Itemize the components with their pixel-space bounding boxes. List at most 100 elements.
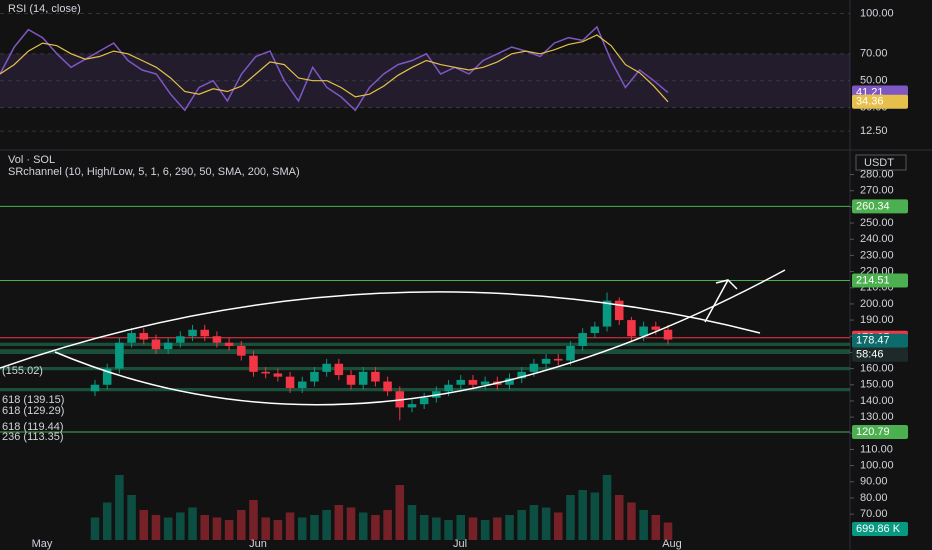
volume-bar [541,507,551,540]
candle-body [590,326,600,334]
volume-bar [529,505,539,540]
candle-body [602,300,612,327]
candle-body [651,326,661,330]
volume-bar [614,495,624,540]
volume-bar [395,485,405,540]
rsi-line [0,25,669,112]
candle-body [444,384,453,392]
level-label: 260.34 [856,200,890,212]
fib-label: 236 (113.35) [2,431,64,443]
volume-last-label: 699.86 K [856,523,901,535]
volume-bar [554,512,563,540]
y-tick-label: 140.00 [860,395,894,407]
volume-bar [322,510,331,540]
rsi-tick-label: 12.50 [860,125,888,137]
sr-zone [0,366,850,371]
candle-body [249,355,258,372]
candle-body [383,381,392,392]
vol-title: Vol · SOL [8,154,55,166]
volume-bar [310,515,319,540]
level-label-box [852,199,908,214]
y-tick-label: 270.00 [860,185,894,197]
channel-lower [54,269,786,406]
volume-bar [419,515,429,540]
volume-bar [151,515,161,540]
volume-bar [237,510,246,540]
candle-body [297,381,307,388]
candle-body [663,329,673,340]
candle-body [176,336,185,343]
rsi-title: RSI (14, close) [8,3,81,15]
candle-body [200,329,209,337]
volume-bar [639,510,648,540]
rsi-last-label-box [852,94,908,109]
candle-body [614,300,624,321]
candle-body [468,379,478,385]
candle-body [188,329,197,337]
volume-bar [602,475,612,540]
level-label-box [852,333,908,348]
y-tick-label: 150.00 [860,379,894,391]
volume-bar [651,515,661,540]
candle-body [480,381,490,385]
candle-body [639,326,648,337]
countdown: 58:46 [856,349,884,361]
volume-bar [334,505,344,540]
sr-zone [0,388,850,392]
volume-bar [517,510,526,540]
fib-label: 618 (119.44) [2,421,64,433]
level-label: 120.79 [856,426,890,438]
level-label: 214.51 [856,274,890,286]
volume-bar [139,510,149,540]
candle-body [224,342,234,346]
plot-layer: 100.0070.0050.0030.0012.5041.2134.36280.… [0,7,908,550]
volume-bar [224,520,234,540]
volume-bar [273,520,283,540]
fib-label: (155.02) [2,365,43,377]
rsi-tick-label: 100.00 [860,7,894,19]
volume-bar [261,517,270,540]
candle-body [127,333,136,343]
candle-body [505,378,514,385]
candle-body [517,371,526,379]
x-tick-label: Aug [662,538,682,550]
rsi-tick-label: 70.00 [860,48,888,60]
volume-bar [407,505,417,540]
y-tick-label: 70.00 [860,508,888,520]
y-tick-label: 90.00 [860,476,888,488]
candle-body [334,363,344,376]
candle-body [358,371,368,385]
candle-body [456,379,466,385]
volume-bar [200,515,209,540]
volume-last-label-box [852,522,908,536]
y-tick-label: 80.00 [860,492,888,504]
candle-body [627,320,636,337]
candle-body [322,363,331,372]
volume-bar [249,500,258,540]
candle-body [371,371,380,382]
candle-body [554,358,563,361]
volume-bar [566,495,575,540]
currency-box [855,154,907,171]
volume-bar [493,517,502,540]
y-tick-label: 130.00 [860,411,894,423]
rsi-last-label: 34.36 [856,96,884,108]
candle-body [529,363,539,372]
volume-bar [90,517,100,540]
y-tick-label: 200.00 [860,298,894,310]
candle-body [541,358,551,364]
volume-bar [480,520,490,540]
candle-body [237,345,246,356]
fib-label: 618 (139.15) [2,394,64,406]
candle-body [139,333,149,340]
candle-body [261,371,270,374]
volume-bar [663,522,673,540]
rsi-tick-label: 50.00 [860,75,888,87]
volume-bar [115,475,124,540]
y-tick-label: 110.00 [860,443,893,455]
x-tick-label: May [32,538,53,550]
volume-bar [432,517,441,540]
indicator-title: SRchannel (10, High/Low, 5, 1, 6, 290, 5… [8,166,300,178]
level-label-box [852,424,908,439]
